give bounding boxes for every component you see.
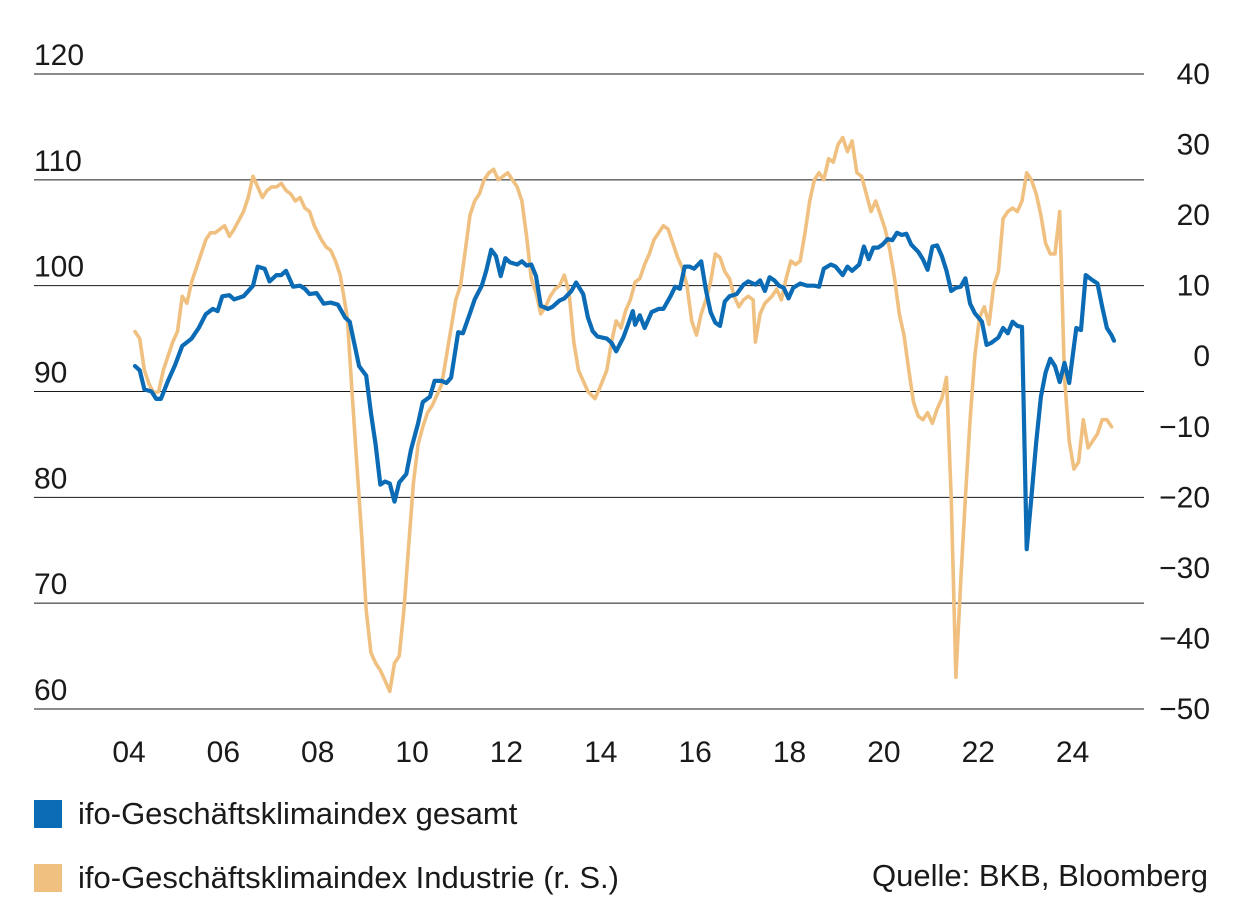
left-tick-label: 60 (34, 674, 67, 707)
left-tick-label: 120 (34, 39, 84, 72)
series-lines (132, 135, 1117, 694)
source-note: Quelle: BKB, Bloomberg (871, 858, 1208, 893)
x-tick-label: 14 (584, 736, 617, 769)
legend-item-industrie: ifo-Geschäftsklimaindex Industrie (r. S.… (34, 860, 619, 896)
legend-swatch-blue (34, 800, 62, 828)
left-axis-ticks: 60 70 80 90 100 110 120 (34, 39, 84, 707)
right-tick-label: 10 (1177, 270, 1210, 303)
x-tick-label: 04 (112, 736, 145, 769)
x-tick-label: 10 (395, 736, 428, 769)
x-tick-label: 08 (301, 736, 334, 769)
legend-swatch-orange (34, 864, 62, 892)
gridlines (34, 73, 1144, 710)
x-axis-ticks: 04 06 08 10 12 14 16 18 20 22 24 (112, 736, 1089, 769)
x-tick-label: 12 (490, 736, 523, 769)
x-tick-label: 20 (867, 736, 900, 769)
left-tick-label: 90 (34, 357, 67, 390)
right-tick-label: −50 (1159, 693, 1210, 726)
right-tick-label: −10 (1159, 411, 1210, 444)
right-axis-ticks: −50 −40 −30 −20 −10 0 10 20 30 40 (1159, 58, 1210, 726)
series-line-gesamt (132, 230, 1117, 552)
x-tick-label: 24 (1056, 736, 1089, 769)
right-tick-label: 30 (1177, 129, 1210, 162)
x-tick-label: 18 (773, 736, 806, 769)
right-tick-label: 20 (1177, 199, 1210, 232)
left-tick-label: 100 (34, 251, 84, 284)
left-tick-label: 80 (34, 462, 67, 495)
x-tick-label: 22 (962, 736, 995, 769)
right-tick-label: 0 (1193, 340, 1210, 373)
legend-label-industrie: ifo-Geschäftsklimaindex Industrie (r. S.… (78, 860, 619, 895)
x-tick-label: 06 (207, 736, 240, 769)
right-tick-label: 40 (1177, 58, 1210, 91)
left-tick-label: 70 (34, 568, 67, 601)
right-tick-label: −30 (1159, 552, 1210, 585)
line-chart: 60 70 80 90 100 110 120 −50 −40 −30 −20 −10 0 10 20 30… (34, 39, 1210, 769)
legend-label-gesamt: ifo-Geschäftsklimaindex gesamt (78, 796, 518, 831)
right-tick-label: −40 (1159, 622, 1210, 655)
series-line-industrie (133, 135, 1114, 694)
legend-item-gesamt: ifo-Geschäftsklimaindex gesamt (34, 796, 517, 832)
x-tick-label: 16 (678, 736, 711, 769)
left-tick-label: 110 (34, 145, 82, 178)
right-tick-label: −20 (1159, 481, 1210, 514)
